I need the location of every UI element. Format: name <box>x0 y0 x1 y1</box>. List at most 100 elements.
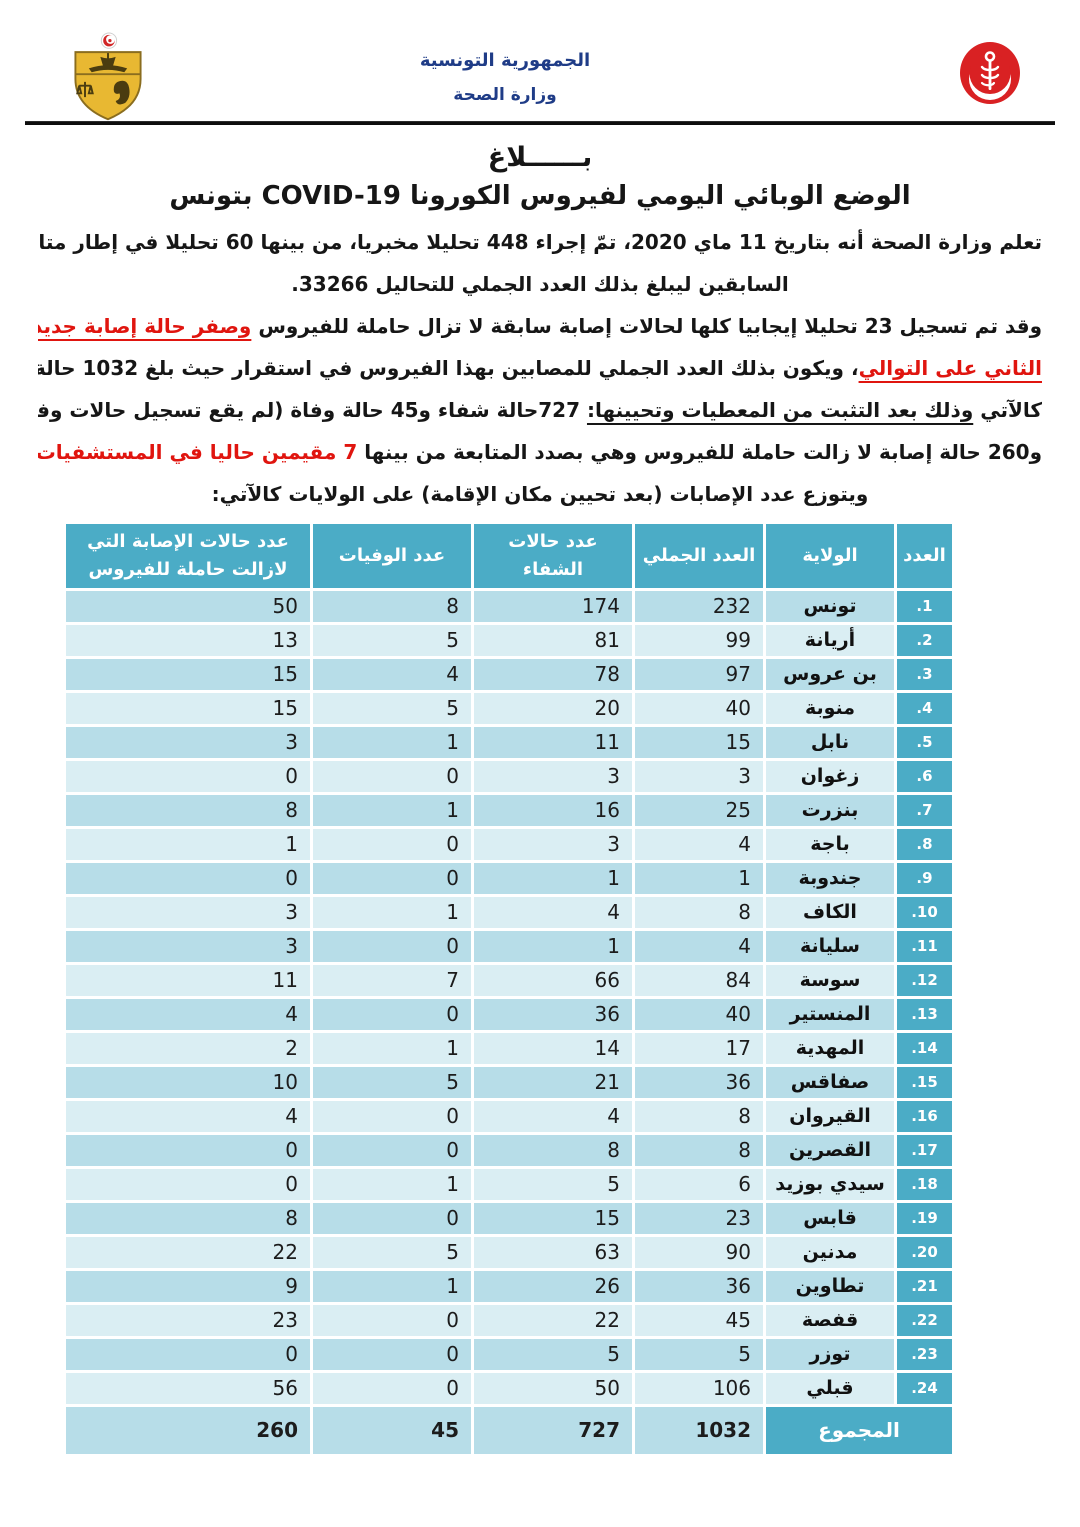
total-cases-value: 99 <box>635 625 763 656</box>
body-text: كالآتي <box>973 398 1042 422</box>
active-carriers-value: 0 <box>66 1339 310 1370</box>
body-text: ويتوزع عدد الإصابات (بعد تحيين مكان الإق… <box>211 482 869 506</box>
active-carriers-value: 0 <box>66 761 310 792</box>
total-cases-value: 15 <box>635 727 763 758</box>
row-index: 2. <box>897 625 952 656</box>
government-titles: الجمهورية التونسية وزارة الصحة <box>0 50 1010 105</box>
table-row: 8. باجة 4 3 0 1 <box>66 829 952 860</box>
recovered-value: 5 <box>474 1339 632 1370</box>
table-row: 10. الكاف 8 4 1 3 <box>66 897 952 928</box>
row-index: 24. <box>897 1373 952 1404</box>
recovered-value: 78 <box>474 659 632 690</box>
governorate-name: أريانة <box>766 625 894 656</box>
deaths-value: 1 <box>313 1169 471 1200</box>
table-row: 23. توزر 5 5 0 0 <box>66 1339 952 1370</box>
header-divider <box>25 121 1055 125</box>
bold-text: 1032 حالة مؤكدة موزعة <box>38 356 139 380</box>
report-title: الوضع الوبائي اليومي لفيروس الكورونا COV… <box>169 181 911 211</box>
table-row: 11. سليانة 4 1 0 3 <box>66 931 952 962</box>
total-cases-value: 5 <box>635 1339 763 1370</box>
row-index: 13. <box>897 999 952 1030</box>
deaths-value: 0 <box>313 1101 471 1132</box>
paragraph-line-6: و260 حالة إصابة لا زالت حاملة للفيروس وه… <box>38 431 1042 473</box>
active-carriers-value: 1 <box>66 829 310 860</box>
deaths-value: 0 <box>313 863 471 894</box>
active-carriers-value: 3 <box>66 931 310 962</box>
row-index: 20. <box>897 1237 952 1268</box>
recovered-value: 36 <box>474 999 632 1030</box>
paragraph-line-2: السابقين ليبلغ بذلك العدد الجملي للتحالي… <box>38 263 1042 305</box>
recovered-value: 22 <box>474 1305 632 1336</box>
table-row: 17. القصرين 8 8 0 0 <box>66 1135 952 1166</box>
recovered-value: 1 <box>474 863 632 894</box>
active-carriers-value: 4 <box>66 999 310 1030</box>
governorate-name: القصرين <box>766 1135 894 1166</box>
recovered-value: 14 <box>474 1033 632 1064</box>
total-cases-value: 232 <box>635 591 763 622</box>
governorate-name: سوسة <box>766 965 894 996</box>
deaths-value: 0 <box>313 829 471 860</box>
recovered-value: 4 <box>474 897 632 928</box>
deaths-value: 5 <box>313 1237 471 1268</box>
deaths-value: 1 <box>313 1271 471 1302</box>
recovered-value: 8 <box>474 1135 632 1166</box>
active-carriers-value: 56 <box>66 1373 310 1404</box>
deaths-value: 0 <box>313 1305 471 1336</box>
row-index: 12. <box>897 965 952 996</box>
recovered-value: 1 <box>474 931 632 962</box>
active-carriers-value: 2 <box>66 1033 310 1064</box>
table-row: 3. بن عروس 97 78 4 15 <box>66 659 952 690</box>
total-label: المجموع <box>766 1407 952 1454</box>
table-row: 2. أريانة 99 81 5 13 <box>66 625 952 656</box>
deaths-value: 0 <box>313 999 471 1030</box>
active-carriers-value: 13 <box>66 625 310 656</box>
bold-underline-text: وذلك بعد التثبت من المعطيات وتحيينها: <box>586 398 974 422</box>
red-underline-text: وصفر حالة إصابة جديدة لليوم <box>38 314 252 338</box>
recovered-value: 15 <box>474 1203 632 1234</box>
active-carriers-value: 50 <box>66 591 310 622</box>
deaths-value: 5 <box>313 625 471 656</box>
governorate-name: مدنين <box>766 1237 894 1268</box>
governorate-name: تطاوين <box>766 1271 894 1302</box>
governorate-name: زغوان <box>766 761 894 792</box>
governorate-name: بن عروس <box>766 659 894 690</box>
governorate-name: سيدي بوزيد <box>766 1169 894 1200</box>
governorate-name: الكاف <box>766 897 894 928</box>
row-index: 21. <box>897 1271 952 1302</box>
deaths-value: 0 <box>313 761 471 792</box>
paragraph-line-1: تعلم وزارة الصحة أنه بتاريخ 11 ماي 2020،… <box>38 221 1042 263</box>
ministry-title: وزارة الصحة <box>453 85 557 105</box>
deaths-value: 0 <box>313 931 471 962</box>
paragraph-line-3: وقد تم تسجيل 23 تحليلا إيجابيا كلها لحال… <box>38 305 1042 347</box>
deaths-value: 8 <box>313 591 471 622</box>
recovered-value: 50 <box>474 1373 632 1404</box>
row-index: 16. <box>897 1101 952 1132</box>
deaths-value: 4 <box>313 659 471 690</box>
document-header: الجمهورية التونسية وزارة الصحة <box>0 0 1080 132</box>
total-cases-value: 45 <box>635 1305 763 1336</box>
active-carriers-value: 10 <box>66 1067 310 1098</box>
total-cases-value: 36 <box>635 1067 763 1098</box>
paragraph-line-4: الثاني على التوالي، ويكون بذلك العدد الج… <box>38 347 1042 389</box>
recovered-value: 174 <box>474 591 632 622</box>
deaths-value: 0 <box>313 1203 471 1234</box>
deaths-value: 0 <box>313 1373 471 1404</box>
total-cases-value: 8 <box>635 1135 763 1166</box>
governorate-name: المنستير <box>766 999 894 1030</box>
active-carriers-value: 9 <box>66 1271 310 1302</box>
recovered-value: 66 <box>474 965 632 996</box>
governorate-name: المهدية <box>766 1033 894 1064</box>
body-text: وقد تم تسجيل 23 تحليلا إيجابيا كلها لحال… <box>251 314 1042 338</box>
governorate-name: قبلي <box>766 1373 894 1404</box>
table-row: 6. زغوان 3 3 0 0 <box>66 761 952 792</box>
table-header-row: العدد الولاية العدد الجملي عدد حالات الش… <box>66 524 952 588</box>
active-carriers-value: 22 <box>66 1237 310 1268</box>
total-cases-value: 17 <box>635 1033 763 1064</box>
governorate-name: توزر <box>766 1339 894 1370</box>
header-index: العدد <box>897 524 952 588</box>
tunisia-coat-of-arms-icon <box>74 32 142 121</box>
total-cases-value: 3 <box>635 761 763 792</box>
body-text: السابقين ليبلغ بذلك العدد الجملي للتحالي… <box>291 272 789 296</box>
row-index: 23. <box>897 1339 952 1370</box>
